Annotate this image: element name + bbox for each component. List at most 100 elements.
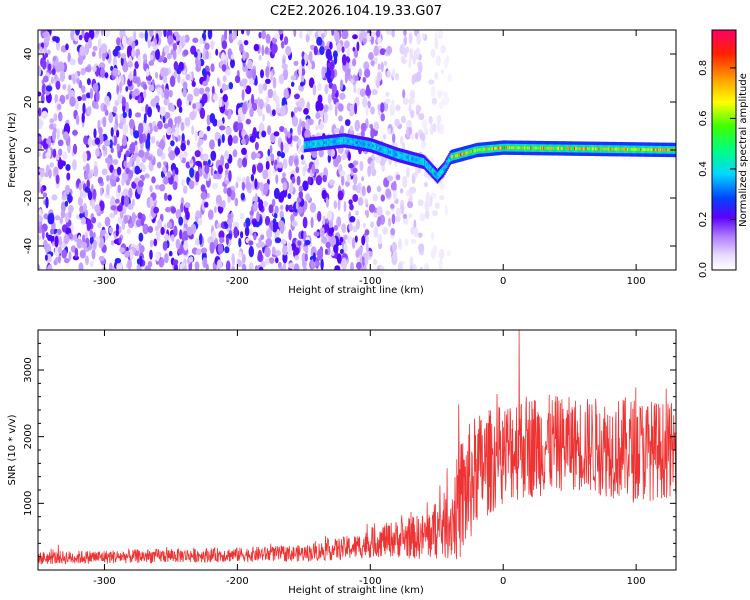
- track-core: [550, 146, 552, 150]
- noise-cell: [58, 254, 61, 264]
- noise-cell: [245, 134, 249, 145]
- noise-cell: [323, 104, 329, 113]
- noise-cell: [188, 256, 194, 263]
- noise-cell: [164, 233, 169, 242]
- track-core: [631, 147, 633, 151]
- noise-cell: [147, 106, 153, 118]
- noise-cell: [206, 192, 210, 199]
- noise-cell: [324, 83, 329, 95]
- noise-cell: [163, 123, 169, 129]
- noise-cell: [38, 143, 43, 151]
- noise-cell: [272, 168, 276, 174]
- noise-cell: [188, 180, 195, 190]
- noise-cell: [367, 165, 372, 177]
- noise-cell: [58, 148, 63, 157]
- noise-cell: [269, 153, 275, 162]
- noise-cell: [110, 127, 114, 137]
- noise-cell: [212, 94, 219, 101]
- noise-cell: [233, 226, 239, 239]
- track-core: [369, 143, 372, 147]
- noise-cell: [173, 61, 179, 71]
- noise-cell: [409, 89, 416, 100]
- track-core: [575, 147, 577, 151]
- track-core: [402, 154, 405, 158]
- noise-cell: [438, 180, 445, 190]
- noise-cell: [341, 174, 345, 187]
- track-core: [324, 141, 326, 145]
- noise-cell: [416, 33, 422, 45]
- noise-cell: [353, 49, 359, 58]
- noise-cell: [131, 48, 136, 58]
- noise-cell: [226, 236, 229, 246]
- track-core: [545, 146, 547, 150]
- noise-cell: [104, 95, 110, 104]
- noise-cell: [121, 178, 125, 187]
- noise-cell: [269, 145, 273, 154]
- spectrogram-cells: [38, 30, 676, 270]
- noise-cell: [407, 201, 414, 209]
- noise-cell: [195, 248, 202, 256]
- noise-cell: [327, 94, 332, 105]
- track-core: [652, 148, 654, 152]
- track-core: [522, 146, 525, 150]
- noise-cell: [139, 133, 144, 144]
- noise-cell: [280, 141, 284, 153]
- noise-cell: [340, 258, 348, 270]
- track-core: [475, 149, 477, 152]
- noise-cell: [415, 47, 420, 56]
- noise-cell: [438, 248, 445, 260]
- track-core: [345, 139, 347, 143]
- track-core: [333, 140, 335, 144]
- noise-cell: [298, 65, 303, 78]
- noise-cell: [220, 154, 225, 167]
- noise-cell: [82, 234, 86, 243]
- noise-cell: [373, 121, 379, 131]
- noise-cell: [181, 178, 185, 188]
- noise-cell: [403, 30, 407, 36]
- noise-cell: [348, 199, 353, 205]
- noise-cell: [370, 221, 375, 228]
- noise-cell: [234, 197, 239, 207]
- track-core: [416, 158, 418, 162]
- noise-cell: [251, 93, 255, 105]
- track-core: [394, 152, 396, 156]
- track-core: [627, 147, 629, 151]
- noise-cell: [406, 126, 410, 138]
- noise-cell: [222, 94, 228, 103]
- track-core: [486, 147, 489, 151]
- noise-cell: [251, 151, 257, 160]
- noise-cell: [344, 119, 351, 127]
- noise-cell: [219, 237, 225, 244]
- noise-cell: [245, 217, 251, 227]
- noise-cell: [86, 92, 91, 99]
- noise-cell: [85, 255, 89, 266]
- noise-cell: [352, 225, 358, 233]
- noise-cell: [301, 58, 305, 67]
- noise-cell: [156, 147, 163, 157]
- track-core: [469, 150, 472, 154]
- noise-cell: [434, 38, 439, 50]
- track-core: [564, 147, 566, 150]
- noise-cell: [115, 198, 120, 204]
- noise-cell: [122, 188, 129, 198]
- noise-cell: [38, 215, 43, 222]
- noise-cell: [136, 244, 139, 251]
- track-core: [561, 147, 563, 150]
- track-core: [505, 146, 508, 150]
- noise-cell: [294, 158, 299, 165]
- noise-cell: [49, 118, 55, 124]
- noise-cell: [241, 30, 245, 35]
- noise-cell: [268, 204, 274, 214]
- track-core: [373, 144, 375, 148]
- track-core: [476, 148, 478, 152]
- noise-cell: [372, 194, 378, 202]
- noise-cell: [202, 257, 208, 268]
- track-core: [629, 147, 631, 151]
- track-core: [599, 147, 601, 151]
- noise-cell: [92, 83, 99, 93]
- noise-cell: [172, 169, 176, 177]
- noise-cell: [260, 69, 264, 79]
- noise-cell: [258, 237, 262, 243]
- noise-cell: [322, 174, 327, 183]
- track-core: [596, 147, 598, 151]
